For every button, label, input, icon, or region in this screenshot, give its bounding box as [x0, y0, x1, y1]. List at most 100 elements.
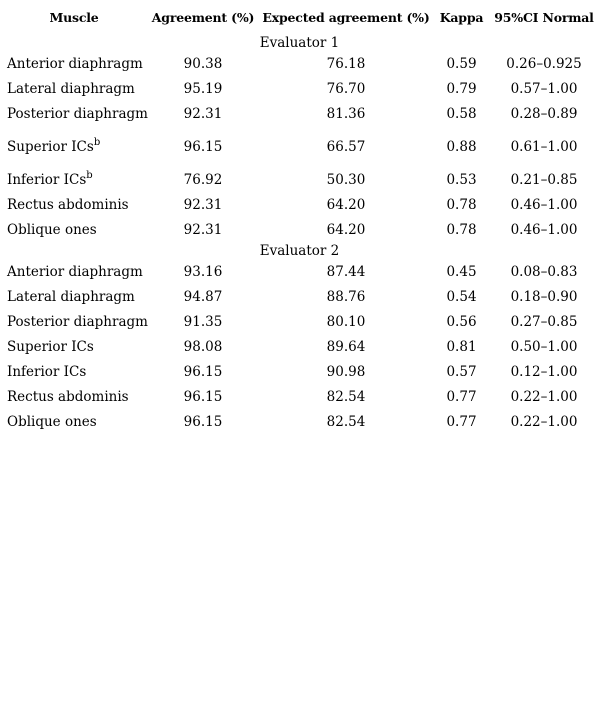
cell-ci: 0.21–0.85 [510, 172, 578, 188]
muscle-name: Oblique ones [7, 413, 97, 430]
cell-agreement: 96.15 [183, 388, 223, 405]
cell-kappa: 0.59 [446, 55, 477, 72]
cell-ci: 0.22–1.00 [510, 413, 578, 430]
cell-muscle: Superior ICs [0, 334, 148, 359]
cell-agreement: 96.15 [183, 139, 223, 155]
muscle-name: Lateral diaphragm [7, 288, 135, 305]
cell-kappa: 0.53 [446, 172, 477, 188]
header-agreement: Agreement (%) [151, 9, 255, 25]
cell-expected-agreement: 66.57 [326, 139, 366, 155]
cell-agreement: 94.87 [183, 288, 223, 305]
table-row: Posterior diaphragm 92.31 81.36 0.58 0.28–0.… [0, 101, 599, 126]
table-row: Inferior ICsb 76.92 50.30 0.53 0.21–0.85 [0, 159, 599, 192]
cell-expected-agreement: 87.44 [326, 263, 366, 280]
cell-expected-agreement: 81.36 [326, 105, 366, 122]
cell-expected-agreement: 88.76 [326, 288, 366, 305]
cell-kappa: 0.54 [446, 288, 477, 305]
table-row: Oblique ones 96.15 82.54 0.77 0.22–1.00 [0, 409, 599, 434]
cell-muscle: Posterior diaphragm [0, 309, 148, 334]
cell-ci: 0.57–1.00 [510, 80, 578, 97]
table-row: Superior ICsb 96.15 66.57 0.88 0.61–1.00 [0, 126, 599, 159]
cell-agreement: 91.35 [183, 313, 223, 330]
cell-ci: 0.18–0.90 [510, 288, 578, 305]
muscle-name: Anterior diaphragm [7, 263, 143, 280]
muscle-name: Posterior diaphragm [7, 313, 148, 330]
cell-ci: 0.12–1.00 [510, 363, 578, 380]
table-row: Superior ICs 98.08 89.64 0.81 0.50–1.00 [0, 334, 599, 359]
cell-agreement: 76.92 [183, 172, 223, 188]
group-label: Evaluator 1 [259, 34, 340, 51]
cell-kappa: 0.78 [446, 221, 477, 238]
muscle-name: Posterior diaphragm [7, 105, 148, 122]
muscle-name: Rectus abdominis [7, 388, 129, 405]
header-row: Muscle Agreement (%) Expected agreement … [0, 0, 599, 34]
footnote-marker: b [93, 137, 101, 148]
table-row: Anterior diaphragm 93.16 87.44 0.45 0.08–0.8… [0, 259, 599, 284]
group-label: Evaluator 2 [259, 242, 340, 259]
header-kappa: Kappa [439, 9, 484, 25]
cell-ci: 0.46–1.00 [510, 221, 578, 238]
cell-expected-agreement: 76.70 [326, 80, 366, 97]
cell-expected-agreement: 50.30 [326, 172, 366, 188]
cell-muscle: Anterior diaphragm [0, 51, 148, 76]
cell-agreement: 96.15 [183, 363, 223, 380]
cell-kappa: 0.58 [446, 105, 477, 122]
table-row: Oblique ones 92.31 64.20 0.78 0.46–1.00 [0, 217, 599, 242]
cell-expected-agreement: 90.98 [326, 363, 366, 380]
cell-agreement: 90.38 [183, 55, 223, 72]
cell-ci: 0.27–0.85 [510, 313, 578, 330]
muscle-name: Oblique ones [7, 221, 97, 238]
table-row: Lateral diaphragm 95.19 76.70 0.79 0.57–1.00 [0, 76, 599, 101]
muscle-name: Superior ICs [7, 139, 94, 155]
cell-agreement: 92.31 [183, 221, 223, 238]
cell-expected-agreement: 82.54 [326, 388, 366, 405]
muscle-name: Lateral diaphragm [7, 80, 135, 97]
cell-muscle: Anterior diaphragm [0, 259, 148, 284]
cell-kappa: 0.77 [446, 413, 477, 430]
muscle-name: Anterior diaphragm [7, 55, 143, 72]
cell-expected-agreement: 64.20 [326, 221, 366, 238]
cell-ci: 0.50–1.00 [510, 338, 578, 355]
table-row: Lateral diaphragm 94.87 88.76 0.54 0.18–0.90 [0, 284, 599, 309]
cell-kappa: 0.79 [446, 80, 477, 97]
muscle-name: Superior ICs [7, 338, 94, 355]
cell-expected-agreement: 64.20 [326, 196, 366, 213]
group-header-row: Evaluator 2 [0, 242, 599, 259]
table-row: Inferior ICs 96.15 90.98 0.57 0.12–1.00 [0, 359, 599, 384]
cell-agreement: 96.15 [183, 413, 223, 430]
cell-ci: 0.22–1.00 [510, 388, 578, 405]
cell-kappa: 0.78 [446, 196, 477, 213]
table-row: Rectus abdominis 96.15 82.54 0.77 0.22–1.00 [0, 384, 599, 409]
cell-muscle: Inferior ICs [0, 359, 148, 384]
header-muscle: Muscle [49, 9, 99, 25]
cell-kappa: 0.88 [446, 139, 477, 155]
cell-muscle: Posterior diaphragm [0, 101, 148, 126]
cell-muscle: Lateral diaphragm [0, 76, 148, 101]
footnote-marker: b [86, 170, 93, 181]
cell-muscle: Rectus abdominis [0, 384, 148, 409]
cell-kappa: 0.45 [446, 263, 477, 280]
cell-agreement: 98.08 [183, 338, 223, 355]
muscle-name: Inferior ICs [7, 363, 87, 380]
table-row: Anterior diaphragm 90.38 76.18 0.59 0.26–0.9… [0, 51, 599, 76]
cell-expected-agreement: 82.54 [326, 413, 366, 430]
cell-agreement: 92.31 [183, 105, 223, 122]
header-expected-agreement: Expected agreement (%) [262, 9, 430, 25]
cell-muscle: Superior ICsb [0, 126, 148, 159]
cell-agreement: 95.19 [183, 80, 223, 97]
cell-expected-agreement: 76.18 [326, 55, 366, 72]
cell-kappa: 0.56 [446, 313, 477, 330]
cell-ci: 0.26–0.925 [506, 55, 582, 72]
cell-agreement: 93.16 [183, 263, 223, 280]
cell-muscle: Oblique ones [0, 217, 148, 242]
cell-ci: 0.28–0.89 [510, 105, 578, 122]
cell-kappa: 0.77 [446, 388, 477, 405]
cell-ci: 0.61–1.00 [510, 139, 578, 155]
header-ci: 95%CI Normal [494, 9, 594, 25]
cell-ci: 0.08–0.83 [510, 263, 578, 280]
muscle-name: Rectus abdominis [7, 196, 129, 213]
cell-kappa: 0.57 [446, 363, 477, 380]
cell-expected-agreement: 89.64 [326, 338, 366, 355]
cell-agreement: 92.31 [183, 196, 223, 213]
cell-muscle: Lateral diaphragm [0, 284, 148, 309]
